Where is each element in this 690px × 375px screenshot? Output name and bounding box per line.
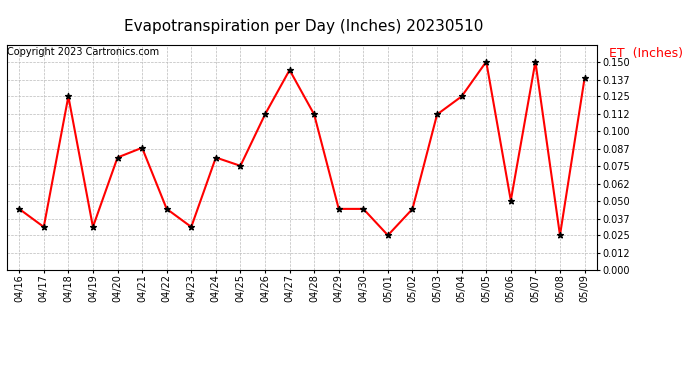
Point [407,206,418,212]
Point [259,111,270,117]
Point [382,232,393,238]
Point [112,154,123,160]
Point [284,67,295,73]
Point [161,206,172,212]
Point [63,93,74,99]
Point [210,154,221,160]
Point [137,145,148,151]
Point [579,75,590,81]
Point [235,163,246,169]
Point [186,224,197,230]
Point [431,111,442,117]
Point [88,224,99,230]
Point [38,224,49,230]
Point [555,232,566,238]
Point [333,206,344,212]
Text: ET  (Inches): ET (Inches) [609,47,683,60]
Point [505,198,516,204]
Point [530,58,541,64]
Text: Copyright 2023 Cartronics.com: Copyright 2023 Cartronics.com [7,47,159,57]
Point [456,93,467,99]
Point [308,111,319,117]
Point [358,206,369,212]
Point [481,58,492,64]
Point [14,206,25,212]
Text: Evapotranspiration per Day (Inches) 20230510: Evapotranspiration per Day (Inches) 2023… [124,19,483,34]
